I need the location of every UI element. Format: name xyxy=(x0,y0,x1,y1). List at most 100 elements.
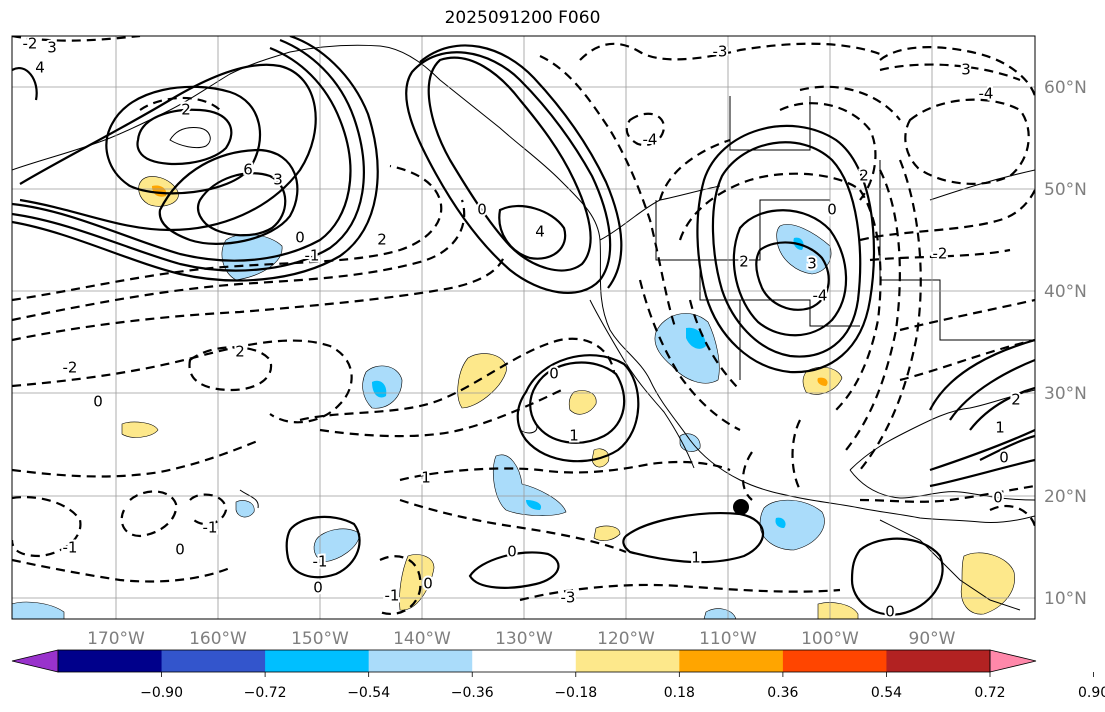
colorbar-tick-label: 0.54 xyxy=(871,685,902,701)
pos-fill xyxy=(568,390,597,415)
longitude-axis: 170°W 160°W 150°W 140°W 130°W 120°W 110°… xyxy=(87,629,956,649)
lon-label: 130°W xyxy=(495,629,553,649)
contour-label: 0 xyxy=(313,579,323,597)
colorbar-segment xyxy=(161,650,266,672)
lon-label: 140°W xyxy=(393,629,451,649)
colorbar-tick-label: −0.72 xyxy=(244,685,287,701)
pos-fill xyxy=(817,602,859,619)
neg-fill-core xyxy=(775,517,786,528)
contour-label: -1 xyxy=(305,247,320,265)
contour-label: -1 xyxy=(203,519,218,537)
contour-label: 0 xyxy=(827,201,837,219)
contour-labels: 324630-12-22014010-33-4-42032-21-1-1000-… xyxy=(21,33,1023,623)
pos-fill xyxy=(457,353,507,409)
contour-label: 0 xyxy=(175,541,185,559)
contour-label: 1 xyxy=(421,469,431,487)
contour-label: -3 xyxy=(713,43,728,61)
contour-label: 2 xyxy=(859,167,869,185)
negative-contours xyxy=(12,36,1035,616)
contour-label: 0 xyxy=(295,229,305,247)
contour-label: -1 xyxy=(313,553,328,571)
contour-label: 2 xyxy=(739,253,749,271)
storm-center-dot xyxy=(733,499,749,515)
neg-fill xyxy=(235,500,255,518)
colorbar-segment xyxy=(472,650,577,672)
graticule xyxy=(12,36,1035,619)
colorbar-tick-label: 0.72 xyxy=(974,685,1005,701)
lon-label: 170°W xyxy=(87,629,145,649)
lon-label: 120°W xyxy=(597,629,655,649)
contour-label: 4 xyxy=(35,59,45,77)
colorbar-extend-low xyxy=(11,649,59,673)
colorbar-segment xyxy=(368,650,473,672)
neg-fill xyxy=(776,224,832,275)
contour-label: -2 xyxy=(23,35,38,53)
contour-label: 3 xyxy=(961,61,971,79)
neg-fill xyxy=(654,313,720,384)
colorbar-segment xyxy=(782,650,887,672)
latitude-axis: 60°N 50°N 40°N 30°N 20°N 10°N xyxy=(1044,78,1087,609)
contour-label: 1 xyxy=(995,419,1005,437)
lon-label: 90°W xyxy=(909,629,956,649)
contour-label: 2 xyxy=(377,231,387,249)
map-frame xyxy=(11,35,1036,620)
lat-label: 30°N xyxy=(1044,384,1087,404)
colorbar-tick-label: 0.36 xyxy=(767,685,798,701)
contour-label: -4 xyxy=(813,287,828,305)
contour-label: 1 xyxy=(691,549,701,567)
neg-fill xyxy=(313,528,361,563)
contour-label: 0 xyxy=(477,201,487,219)
contour-label: 0 xyxy=(999,449,1009,467)
contour-label: 2 xyxy=(235,343,245,361)
lon-label: 100°W xyxy=(801,629,859,649)
coastlines xyxy=(12,44,1035,611)
contour-label: 3 xyxy=(47,39,57,57)
contour-label: 3 xyxy=(273,171,283,189)
contour-label: 1 xyxy=(569,427,579,445)
contour-label: 0 xyxy=(507,543,517,561)
lon-label: 160°W xyxy=(189,629,247,649)
colorbar-segment xyxy=(575,650,680,672)
colorbar-segment xyxy=(58,650,163,672)
contour-label: 6 xyxy=(243,161,253,179)
contour-label: 0 xyxy=(885,603,895,621)
contour-label: 0 xyxy=(549,365,559,383)
colorbar-tick-label: −0.36 xyxy=(451,685,494,701)
colorbar-tick-label: 0.90 xyxy=(1078,685,1105,701)
colorbar-tick-label: −0.54 xyxy=(347,685,390,701)
pos-fill xyxy=(121,421,159,438)
contour-label: -4 xyxy=(643,131,658,149)
lat-label: 50°N xyxy=(1044,180,1087,200)
contour-label: 4 xyxy=(535,223,545,241)
lon-label: 110°W xyxy=(699,629,757,649)
colorbar-extend-high xyxy=(989,649,1037,673)
pos-fill-core xyxy=(817,377,828,386)
contour-label: -3 xyxy=(561,589,576,607)
lat-label: 20°N xyxy=(1044,487,1087,507)
map-area xyxy=(12,36,1035,619)
neg-fill-core xyxy=(526,500,542,510)
neg-fill xyxy=(493,454,567,516)
colorbar: −0.90 −0.72 −0.54 −0.36 −0.18 0.18 0.36 0.54 0.7… xyxy=(11,649,1105,701)
lat-label: 60°N xyxy=(1044,78,1087,98)
lat-label: 10°N xyxy=(1044,589,1087,609)
lon-label: 150°W xyxy=(291,629,349,649)
colorbar-tick-label: −0.18 xyxy=(554,685,597,701)
contour-label: 2 xyxy=(1011,391,1021,409)
contour-label: 0 xyxy=(93,393,103,411)
contour-label: 2 xyxy=(181,101,191,119)
neg-fill xyxy=(759,499,825,551)
pos-fill xyxy=(593,525,621,541)
contour-label: -4 xyxy=(979,85,994,103)
contour-label: -1 xyxy=(63,539,78,557)
colorbar-tick-label: 0.18 xyxy=(664,685,695,701)
contour-label: 3 xyxy=(807,255,817,273)
contour-label: 0 xyxy=(423,575,433,593)
map-title: 2025091200 F060 xyxy=(444,8,601,28)
colorbar-segment xyxy=(679,650,784,672)
colorbar-segment xyxy=(265,650,370,672)
pos-fill xyxy=(960,552,1015,615)
colorbar-tick-label: −0.90 xyxy=(140,685,183,701)
contour-label: -2 xyxy=(63,359,78,377)
contour-label: -1 xyxy=(385,587,400,605)
